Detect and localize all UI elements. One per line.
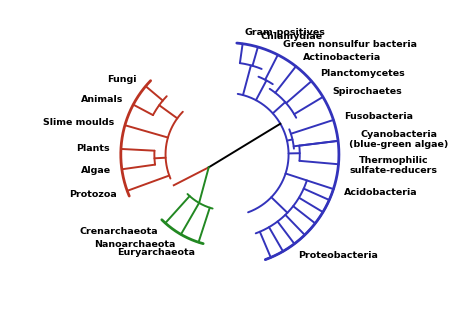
Text: Animals: Animals [81, 95, 123, 104]
Text: Green nonsulfur bacteria: Green nonsulfur bacteria [283, 40, 417, 49]
Text: Proteobacteria: Proteobacteria [297, 251, 377, 260]
Text: Acidobacteria: Acidobacteria [344, 188, 417, 197]
Text: Plants: Plants [76, 144, 110, 153]
Text: Nanoarchaeota: Nanoarchaeota [94, 239, 175, 249]
Text: Chlamydiae: Chlamydiae [261, 32, 323, 41]
Text: Planctomycetes: Planctomycetes [320, 69, 405, 78]
Text: Cyanobacteria
(blue-green algae): Cyanobacteria (blue-green algae) [349, 130, 449, 149]
Text: Fungi: Fungi [107, 74, 137, 83]
Text: Crenarchaeota: Crenarchaeota [79, 227, 158, 236]
Text: Spirochaetes: Spirochaetes [333, 87, 402, 95]
Text: Algae: Algae [81, 166, 111, 175]
Text: Gram-positives: Gram-positives [244, 28, 325, 37]
Text: Protozoa: Protozoa [69, 190, 117, 199]
Text: Actinobacteria: Actinobacteria [303, 53, 381, 62]
Text: Thermophilic
sulfate-reducers: Thermophilic sulfate-reducers [350, 156, 438, 175]
Text: Fusobacteria: Fusobacteria [344, 112, 413, 121]
Text: Slime moulds: Slime moulds [43, 118, 114, 127]
Text: Euryarchaeota: Euryarchaeota [117, 248, 195, 257]
